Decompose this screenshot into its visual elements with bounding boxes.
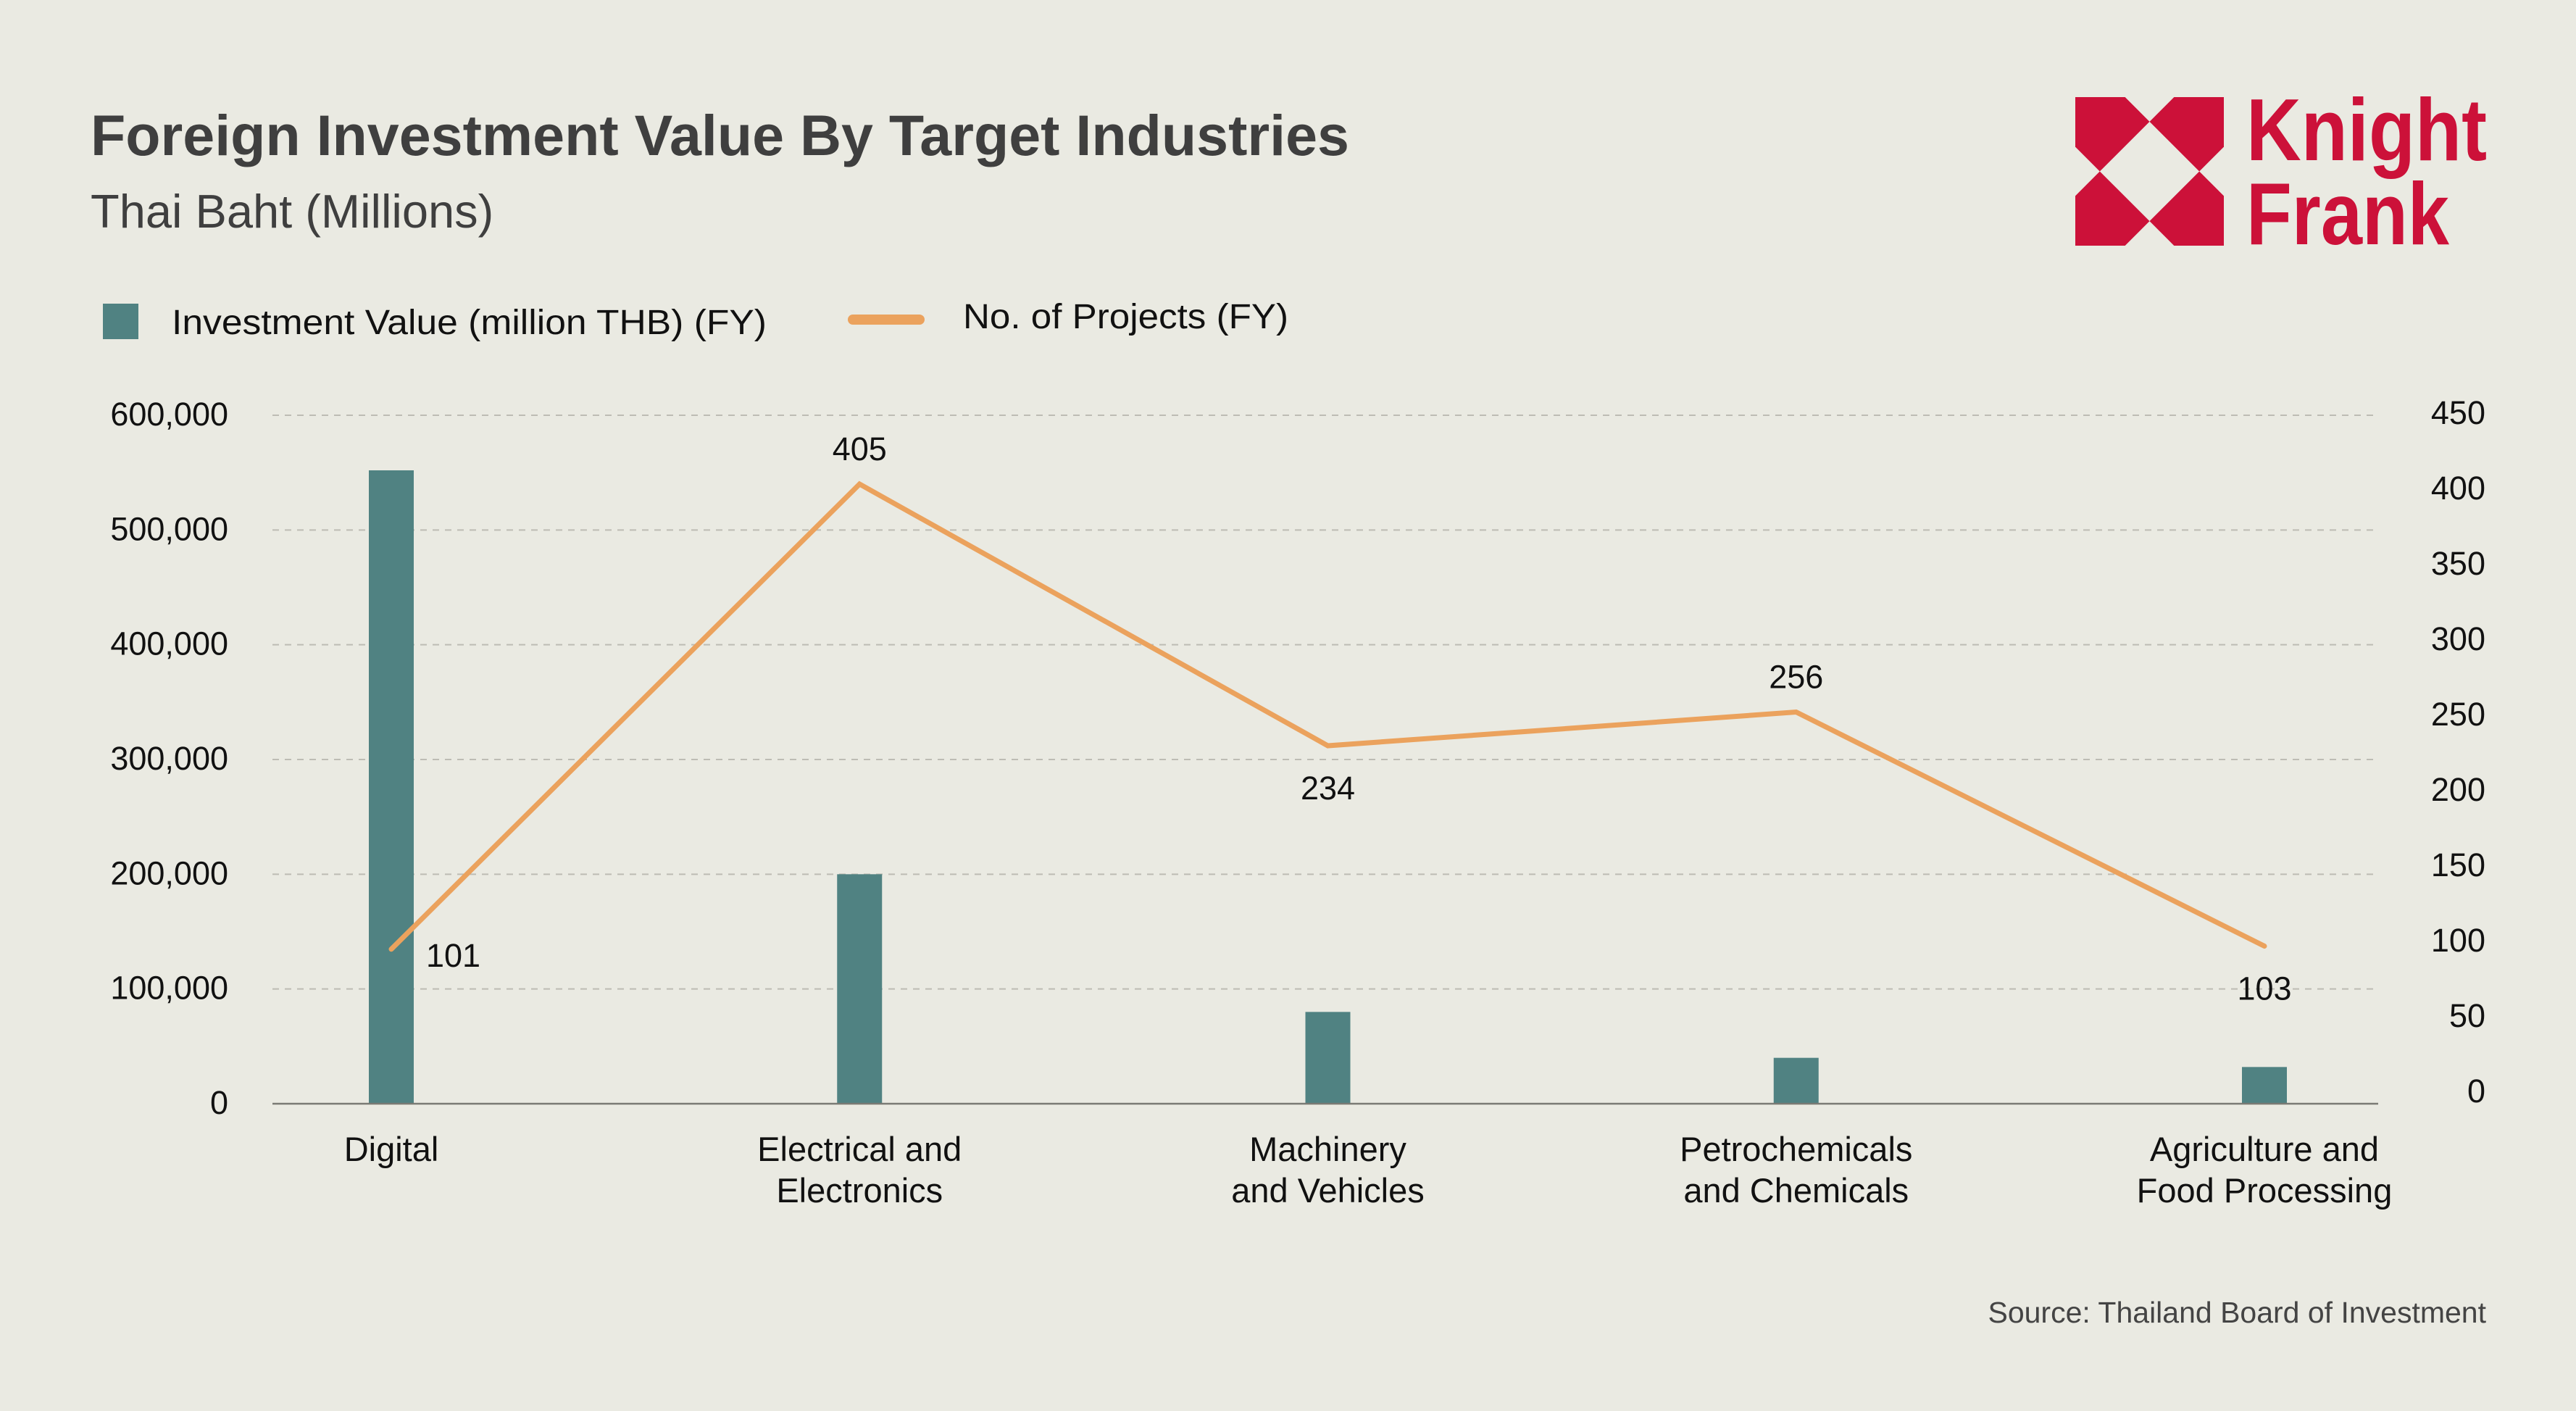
left-axis: 0 100,000 200,000 300,000 400,000 500,000 600,… [110, 396, 228, 1121]
logo-mark-quadrant-bl [2075, 171, 2150, 246]
logo-text-knight: Knight [2246, 80, 2487, 179]
bar-investment-value [837, 874, 883, 1104]
legend: Investment Value (million THB) (FY) No. … [103, 298, 1288, 342]
left-axis-tick-label: 0 [210, 1084, 228, 1121]
right-axis: 0 50 100 150 200 250 300 350 400 450 [2431, 394, 2485, 1110]
gridlines [272, 415, 2378, 990]
logo-mark-icon [2075, 97, 2224, 246]
chart-subtitle: Thai Baht (Millions) [91, 185, 493, 238]
logo-mark-quadrant-tl [2075, 97, 2150, 172]
right-axis-tick-label: 200 [2431, 771, 2485, 808]
bar-investment-value [2242, 1067, 2287, 1104]
legend-item-investment-value[interactable]: Investment Value (million THB) (FY) [103, 304, 767, 342]
legend-item-no-of-projects[interactable]: No. of Projects (FY) [848, 298, 1288, 336]
bar-series-investment-value [369, 470, 2287, 1104]
right-axis-tick-label: 450 [2431, 394, 2485, 431]
right-axis-tick-label: 400 [2431, 470, 2485, 507]
right-axis-tick-label: 0 [2467, 1073, 2485, 1110]
data-label-no-of-projects: 405 [833, 430, 887, 467]
right-axis-tick-label: 50 [2449, 997, 2485, 1034]
logo-mark-quadrant-tr [2149, 97, 2224, 172]
line-series-no-of-projects [388, 480, 2267, 952]
x-axis-category-label-line: Electrical and [757, 1130, 962, 1168]
bar-investment-value [1305, 1012, 1351, 1104]
right-axis-tick-label: 100 [2431, 922, 2485, 959]
legend-bar-swatch-icon [103, 304, 138, 339]
data-label-no-of-projects: 256 [1769, 659, 1823, 696]
x-axis-category-label-line: Petrochemicals [1680, 1130, 1912, 1168]
data-label-no-of-projects: 234 [1301, 770, 1355, 807]
x-axis-category-label: Electrical and Electronics [757, 1130, 962, 1210]
left-axis-tick-label: 100,000 [110, 970, 228, 1007]
knight-frank-logo: Knight Frank [2075, 80, 2487, 263]
source-note: Source: Thailand Board of Investment [1988, 1296, 2486, 1329]
left-axis-tick-label: 500,000 [110, 510, 228, 547]
right-axis-tick-label: 250 [2431, 696, 2485, 733]
x-axis-category-label-line: and Vehicles [1231, 1171, 1425, 1210]
left-axis-tick-label: 600,000 [110, 396, 228, 433]
right-axis-tick-label: 300 [2431, 620, 2485, 657]
data-label-no-of-projects: 103 [2237, 970, 2291, 1007]
legend-label-investment-value: Investment Value (million THB) (FY) [172, 304, 767, 342]
x-axis-category-label-line: Food Processing [2137, 1171, 2393, 1210]
right-axis-tick-label: 150 [2431, 846, 2485, 883]
left-axis-tick-label: 400,000 [110, 625, 228, 662]
x-axis-labels: Digital Electrical and Electronics Machiner… [344, 1130, 2393, 1210]
x-axis-category-label-line: Digital [344, 1130, 439, 1168]
logo-text-frank: Frank [2246, 165, 2449, 263]
x-axis-category-label: Digital [344, 1130, 439, 1168]
x-axis-category-label: Machinery and Vehicles [1231, 1130, 1425, 1210]
data-labels: 101 405 234 256 103 [426, 430, 2292, 1007]
x-axis-category-label: Agriculture and Food Processing [2137, 1130, 2393, 1210]
x-axis-category-label: Petrochemicals and Chemicals [1680, 1130, 1912, 1210]
x-axis-category-label-line: Agriculture and [2150, 1130, 2379, 1168]
legend-label-no-of-projects: No. of Projects (FY) [963, 298, 1288, 336]
x-axis-category-label-line: and Chemicals [1683, 1171, 1909, 1210]
chart-title: Foreign Investment Value By Target Indus… [91, 103, 1349, 167]
x-axis-category-label-line: Machinery [1249, 1130, 1406, 1168]
left-axis-tick-label: 300,000 [110, 740, 228, 777]
bar-investment-value [369, 470, 414, 1104]
x-axis-category-label-line: Electronics [776, 1171, 943, 1210]
right-axis-tick-label: 350 [2431, 545, 2485, 582]
logo-mark-quadrant-br [2149, 171, 2224, 246]
bar-investment-value [1773, 1057, 1819, 1104]
data-label-no-of-projects: 101 [426, 937, 480, 974]
left-axis-tick-label: 200,000 [110, 854, 228, 891]
